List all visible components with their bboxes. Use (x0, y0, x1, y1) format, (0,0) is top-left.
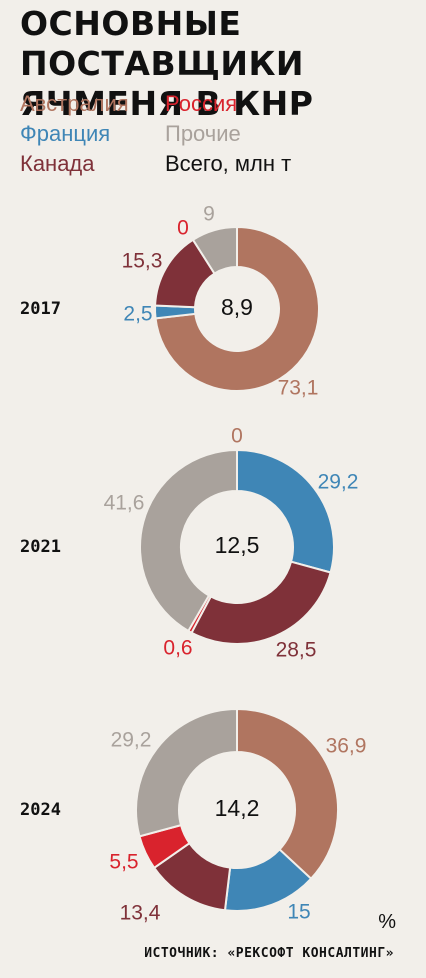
year-label-2021: 2021 (20, 537, 61, 557)
label-2024-other: 29,2 (111, 729, 152, 752)
label-2021-russia: 0,6 (163, 637, 192, 660)
slice-2021-canada (190, 560, 332, 645)
slice-2021-other (139, 448, 238, 633)
unit-label: % (378, 911, 396, 933)
legend-item-russia: Россия (165, 91, 238, 116)
label-2021-canada: 28,5 (276, 639, 317, 662)
label-2017-other: 9 (203, 203, 215, 226)
legend-item-france: Франция (20, 121, 111, 146)
label-2024-france: 15 (287, 901, 310, 924)
slice-2024-other (135, 707, 238, 838)
label-2021-other: 41,6 (104, 492, 145, 515)
label-2017-canada: 15,3 (122, 250, 163, 273)
source-note: ИСТОЧНИК: «РЕКСОФТ КОНСАЛТИНГ» (144, 946, 394, 961)
slice-2024-australia (236, 707, 339, 881)
label-2017-france: 2,5 (123, 303, 152, 326)
slice-2021-france (236, 448, 335, 574)
slice-2017-australia (154, 225, 320, 392)
label-2024-russia: 5,5 (109, 851, 138, 874)
label-2024-australia: 36,9 (326, 735, 367, 758)
year-label-2024: 2024 (20, 800, 61, 820)
title-line-2: ЯЧМЕНЯ В КНР (20, 84, 314, 123)
label-2017-russia: 0 (177, 217, 189, 240)
total-2017: 8,9 (221, 294, 253, 320)
legend-item-australia: Австралия (20, 91, 129, 116)
legend-item-other: Прочие (165, 121, 241, 146)
legend-item-total: Всего, млн т (165, 151, 292, 176)
total-2024: 14,2 (215, 795, 260, 821)
label-2021-france: 29,2 (318, 471, 359, 494)
total-2021: 12,5 (215, 532, 260, 558)
year-label-2017: 2017 (20, 299, 61, 319)
label-2021-australia: 0 (231, 425, 243, 448)
chart-title: ОСНОВНЫЕ ПОСТАВЩИКИ ЯЧМЕНЯ В КНР (20, 4, 420, 124)
label-2024-canada: 13,4 (120, 902, 161, 925)
slice-2017-other (191, 225, 238, 275)
title-line-1: ОСНОВНЫЕ ПОСТАВЩИКИ (20, 4, 305, 83)
label-2017-australia: 73,1 (278, 377, 319, 400)
legend-item-canada: Канада (20, 151, 95, 176)
